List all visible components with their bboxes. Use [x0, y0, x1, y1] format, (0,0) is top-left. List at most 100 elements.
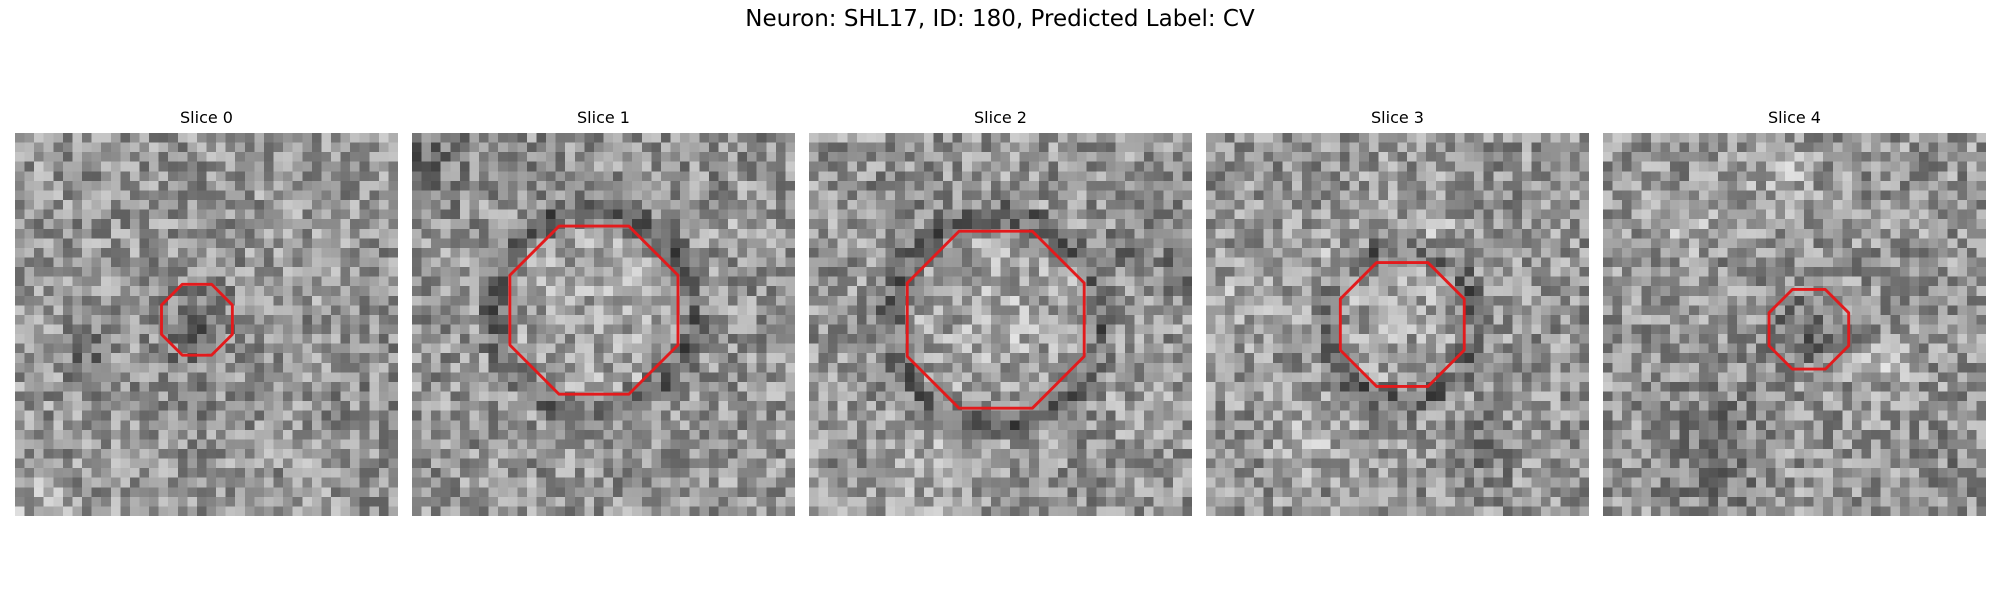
pixel [91, 286, 102, 296]
pixel [340, 362, 351, 373]
pixel [459, 142, 470, 153]
pixel [235, 334, 245, 344]
pixel [971, 353, 982, 363]
pixel [904, 200, 915, 210]
pixel [254, 381, 264, 392]
pixel [914, 142, 924, 153]
pixel [981, 448, 991, 459]
pixel [91, 468, 102, 478]
pixel [555, 314, 566, 325]
pixel [15, 276, 25, 287]
pixel [574, 267, 585, 277]
pixel [699, 257, 709, 268]
pixel [149, 468, 159, 478]
pixel [1182, 133, 1192, 143]
pixel [895, 429, 905, 440]
pixel [1368, 142, 1379, 153]
pixel [536, 458, 547, 469]
pixel [187, 209, 197, 220]
pixel [412, 305, 422, 315]
pixel [350, 276, 360, 287]
pixel [766, 286, 776, 296]
pixel [981, 506, 991, 516]
pixel [708, 152, 719, 162]
pixel [330, 391, 341, 402]
pixel [273, 190, 284, 201]
pixel [1182, 448, 1192, 459]
pixel [244, 152, 255, 162]
pixel [828, 305, 838, 315]
pixel [1579, 161, 1589, 172]
pixel [885, 343, 896, 354]
pixel [866, 506, 877, 516]
pixel [311, 228, 322, 239]
pixel [766, 161, 776, 172]
pixel [1010, 142, 1020, 153]
pixel [292, 190, 303, 201]
pixel [622, 171, 633, 181]
pixel [584, 247, 594, 258]
pixel [469, 362, 480, 373]
pixel [235, 324, 245, 335]
pixel [943, 133, 953, 143]
pixel [1134, 391, 1145, 402]
pixel [727, 190, 738, 201]
pixel [53, 477, 63, 488]
pixel [756, 152, 767, 162]
pixel [708, 448, 719, 459]
pixel [158, 401, 169, 411]
pixel [866, 180, 877, 191]
pixel [350, 448, 360, 459]
pixel [766, 257, 776, 268]
pixel [206, 238, 217, 248]
pixel [225, 343, 236, 354]
pixel [283, 496, 293, 507]
pixel [990, 142, 1001, 153]
pixel [359, 506, 370, 516]
pixel [101, 209, 111, 220]
pixel [904, 228, 915, 239]
pixel [129, 477, 140, 488]
pixel [216, 209, 226, 220]
pixel [660, 391, 671, 402]
pixel [72, 314, 83, 325]
pixel [235, 458, 245, 469]
pixel [1096, 410, 1106, 421]
pixel [680, 487, 690, 497]
pixel [1234, 152, 1245, 162]
pixel [699, 429, 709, 440]
pixel [1105, 487, 1116, 497]
pixel [632, 487, 642, 497]
pixel [1134, 343, 1145, 354]
pixel [110, 228, 121, 239]
pixel [24, 152, 35, 162]
pixel [1234, 142, 1245, 153]
pixel [273, 439, 284, 449]
pixel [1244, 171, 1254, 181]
pixel [1019, 362, 1030, 373]
pixel [507, 171, 518, 181]
pixel [536, 477, 547, 488]
pixel [283, 133, 293, 143]
pixel [488, 286, 499, 296]
pixel [828, 391, 838, 402]
pixel [809, 267, 819, 277]
pixel [1144, 295, 1154, 306]
pixel [526, 401, 537, 411]
pixel [708, 324, 719, 335]
pixel [1397, 133, 1408, 143]
pixel [450, 161, 460, 172]
pixel [53, 219, 63, 229]
pixel [369, 142, 379, 153]
pixel [1048, 305, 1058, 315]
pixel [895, 381, 905, 392]
pixel [388, 372, 398, 382]
pixel [177, 286, 188, 296]
pixel [244, 257, 255, 268]
pixel [469, 439, 480, 449]
pixel [82, 353, 92, 363]
pixel [24, 439, 35, 449]
pixel [91, 381, 102, 392]
pixel [708, 458, 719, 469]
pixel [1029, 410, 1039, 421]
